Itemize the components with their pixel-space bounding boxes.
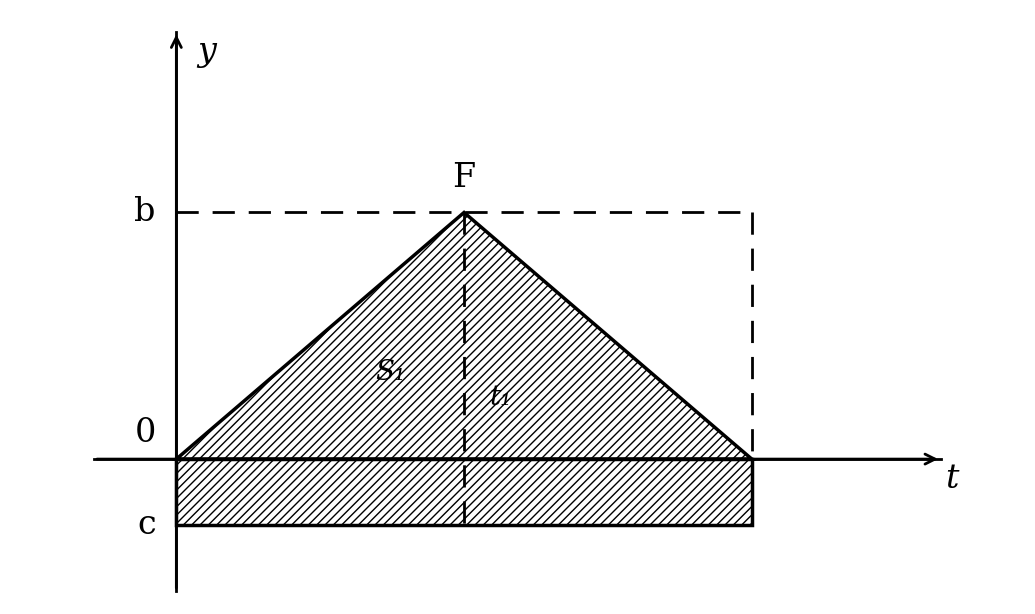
Text: 0: 0 [135,418,156,449]
Text: y: y [197,36,215,68]
Text: c: c [138,509,156,541]
Polygon shape [176,212,751,459]
Polygon shape [176,459,751,525]
Text: b: b [135,196,156,228]
Text: t: t [945,463,958,495]
Text: S₁: S₁ [375,359,405,386]
Text: F: F [452,162,476,195]
Text: t₁: t₁ [490,384,512,411]
